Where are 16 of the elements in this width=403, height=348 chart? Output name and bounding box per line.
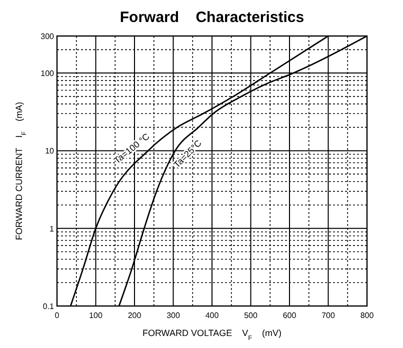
x-tick-label: 0 — [54, 311, 60, 320]
x-tick-label: 500 — [244, 311, 258, 320]
text: FORWARD VOLTAGE V$_{F}$ (mV) — [142, 328, 282, 342]
x-tick-label: 400 — [205, 311, 220, 320]
y-tick-label: 300 — [40, 32, 55, 41]
x-tick-label: 100 — [89, 311, 103, 320]
x-tick-label: 300 — [166, 311, 180, 320]
x-tick-label: 700 — [322, 311, 336, 320]
y-tick-label: 0.1 — [42, 302, 55, 311]
x-tick-label: 800 — [360, 311, 374, 320]
y-tick-label: 1 — [50, 224, 55, 234]
x-tick-label: 200 — [128, 311, 142, 320]
x-tick-label: 600 — [282, 311, 297, 320]
y-tick-label: 10 — [45, 146, 55, 156]
y-tick-label: 100 — [40, 69, 55, 78]
chart-title: Forward Characteristics — [120, 9, 304, 26]
